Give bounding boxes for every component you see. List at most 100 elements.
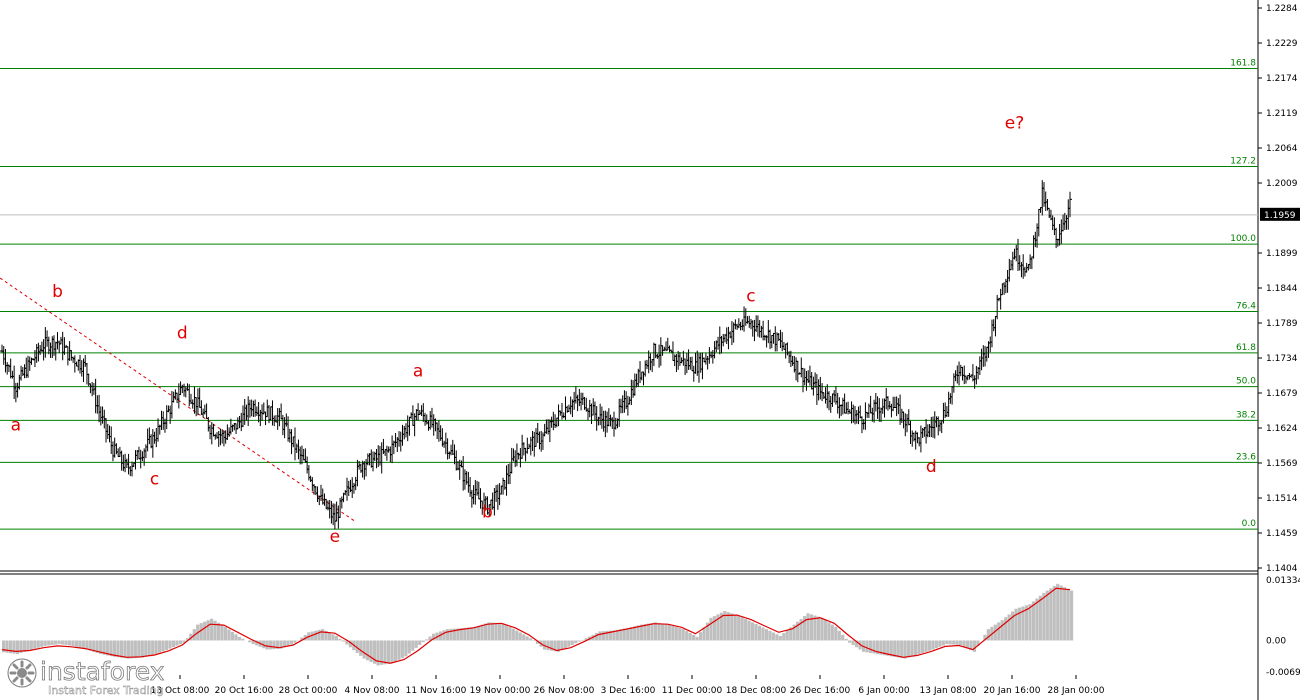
histogram-bar [144, 640, 148, 657]
histogram-bar [470, 627, 474, 641]
histogram-bar [1056, 583, 1060, 641]
histogram-bar [709, 617, 713, 641]
histogram-bar [601, 631, 606, 641]
histogram-bar [605, 630, 609, 641]
histogram-bar [525, 636, 529, 641]
histogram-bar [74, 640, 78, 647]
histogram-bar [248, 640, 252, 643]
histogram-bar [934, 640, 938, 649]
histogram-bar [837, 630, 841, 641]
histogram-bar [976, 640, 980, 647]
price-axis-label: 1.1899 [1266, 249, 1298, 259]
histogram-bar [518, 632, 522, 641]
histogram-bar [487, 622, 491, 641]
logo-wordmark: instaforex [40, 657, 165, 686]
histogram-bar [362, 640, 366, 659]
ohlc-bar [1068, 191, 1072, 218]
histogram-bar [692, 634, 696, 641]
histogram-bar [574, 640, 578, 644]
wave-label: d [926, 457, 937, 477]
time-axis-label: 6 Jan 00:00 [858, 686, 910, 696]
histogram-bar [29, 640, 33, 650]
histogram-bar [109, 640, 113, 657]
histogram-bar [15, 640, 20, 655]
wave-label: b [52, 282, 63, 302]
histogram-bar [660, 623, 664, 641]
histogram-bar [445, 629, 450, 641]
histogram-bar [893, 640, 897, 657]
histogram-bar [792, 624, 796, 641]
histogram-bar [1035, 598, 1039, 641]
histogram-bar [712, 616, 717, 641]
histogram-bar [920, 640, 925, 653]
histogram-bar [369, 640, 373, 663]
histogram-bar [1063, 587, 1067, 641]
histogram-bar [900, 640, 904, 659]
histogram-bar [678, 628, 682, 641]
instaforex-logo: instaforex Instant Forex Trading [7, 657, 165, 697]
histogram-bar [216, 622, 221, 641]
histogram-bar [237, 636, 241, 641]
histogram-bar [889, 640, 893, 657]
time-axis-label: 18 Dec 08:00 [726, 686, 787, 696]
histogram-bar [265, 640, 269, 650]
histogram-bar [379, 640, 384, 665]
histogram-bar [78, 640, 82, 648]
histogram-bar [667, 624, 671, 641]
histogram-bar [945, 640, 949, 645]
histogram-bar [844, 638, 848, 641]
histogram-bar [733, 614, 737, 641]
histogram-bar [705, 622, 710, 641]
histogram-bar [848, 640, 852, 643]
time-axis-label: 20 Jan 16:00 [984, 686, 1041, 696]
histogram-bar [279, 640, 283, 649]
histogram-bar [251, 640, 255, 645]
histogram-bar [1042, 592, 1046, 641]
histogram-bar [255, 640, 259, 646]
histogram-bar [903, 640, 907, 659]
histogram-bar [633, 626, 637, 641]
histogram-bar [865, 640, 869, 653]
histogram-bar [241, 638, 245, 641]
time-axis-labels: 13 Oct 08:00 20 Oct 16:00 28 Oct 00:00 4 No… [151, 675, 1105, 696]
histogram-bar [95, 640, 99, 653]
histogram-bar [490, 622, 495, 641]
histogram-bar [1011, 611, 1015, 641]
time-axis-label: 28 Oct 00:00 [279, 686, 338, 696]
time-axis-label: 20 Oct 16:00 [215, 686, 274, 696]
wave-label: d [177, 323, 188, 343]
histogram-bar [26, 640, 30, 651]
histogram-bar [581, 639, 585, 641]
histogram-bar [997, 622, 1001, 641]
fib-level-label: 161.8 [1230, 58, 1256, 68]
histogram-bar [327, 632, 332, 641]
histogram-bar [324, 630, 328, 641]
histogram-bar [71, 640, 75, 646]
histogram-bar [99, 640, 103, 655]
histogram-bar [397, 640, 401, 660]
histogram-bar [629, 626, 633, 641]
histogram-bar [827, 622, 831, 641]
histogram-bar [314, 630, 318, 641]
histogram-bar [57, 640, 61, 645]
histogram-bar [924, 640, 928, 652]
histogram-bar [775, 634, 779, 641]
price-axis-label: 1.2009 [1266, 179, 1298, 189]
histogram-bar [64, 640, 68, 646]
logo-tagline: Instant Forex Trading [48, 684, 164, 697]
oscillator-pane: 0.01334 0.00 -0.00695 [1, 576, 1300, 678]
histogram-bar [133, 640, 137, 659]
histogram-bar [386, 640, 391, 664]
histogram-bar [213, 620, 217, 641]
histogram-bar [941, 640, 945, 646]
histogram-bar [560, 640, 564, 651]
histogram-bar [681, 629, 685, 641]
histogram-bar [1021, 606, 1025, 641]
histogram-bar [567, 640, 571, 647]
histogram-bar [1007, 614, 1011, 641]
fib-level-label: 100.0 [1230, 234, 1256, 244]
histogram-bar [1028, 604, 1032, 641]
histogram-bar [497, 623, 502, 641]
